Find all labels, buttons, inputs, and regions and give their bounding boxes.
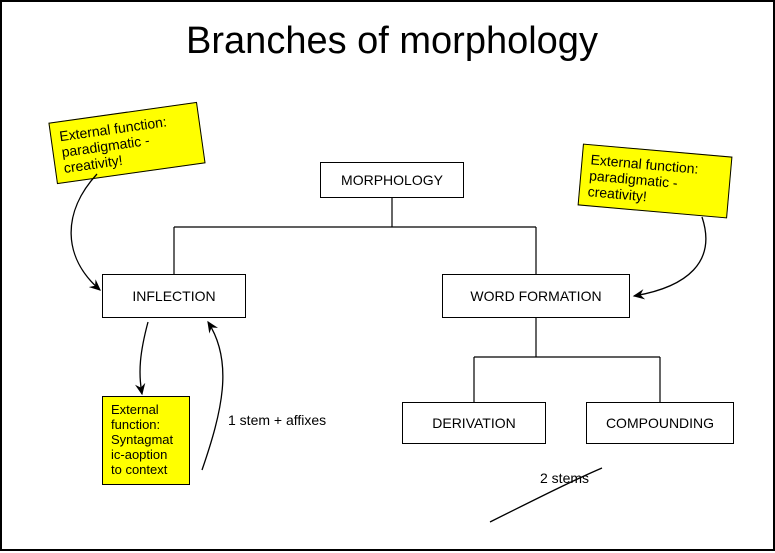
node-compounding: COMPOUNDING (586, 402, 734, 444)
note-bottom: Externalfunction:Syntagmatic-aoptionto c… (102, 396, 190, 485)
label-two-stems: 2 stems (540, 470, 589, 486)
node-label: COMPOUNDING (606, 415, 714, 431)
node-label: INFLECTION (132, 288, 215, 304)
node-label: MORPHOLOGY (341, 172, 443, 188)
node-label: DERIVATION (432, 415, 516, 431)
note-right: External function:paradigmatic -creativi… (578, 144, 733, 219)
node-morphology: MORPHOLOGY (320, 162, 464, 198)
node-derivation: DERIVATION (402, 402, 546, 444)
note-text: Externalfunction:Syntagmatic-aoptionto c… (111, 402, 173, 477)
note-left: External function:paradigmatic -creativi… (48, 102, 205, 185)
node-wordformation: WORD FORMATION (442, 274, 630, 318)
note-text: External function:paradigmatic -creativi… (58, 113, 167, 176)
node-inflection: INFLECTION (102, 274, 246, 318)
node-label: WORD FORMATION (470, 288, 601, 304)
note-text: External function:paradigmatic -creativi… (587, 151, 699, 204)
label-stem-affixes: 1 stem + affixes (228, 412, 326, 428)
page-title: Branches of morphology (157, 20, 627, 63)
